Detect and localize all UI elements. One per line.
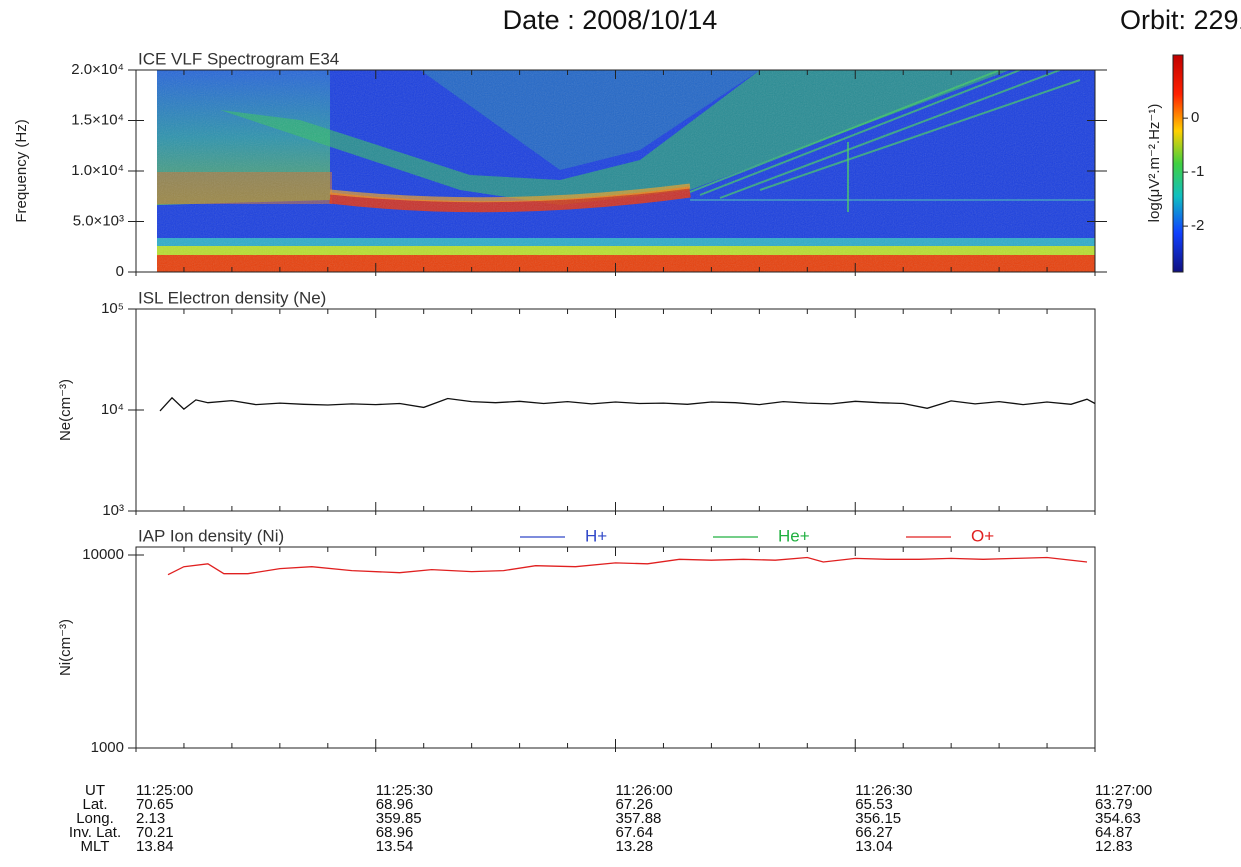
ephemeris-value: 356.15: [855, 810, 901, 827]
ephemeris-value: 357.88: [616, 810, 662, 827]
panel-title: ICE VLF Spectrogram E34: [138, 49, 339, 68]
colorbar: [1172, 54, 1184, 273]
ephemeris-row-label: Long.: [76, 810, 114, 827]
ephemeris-value: 63.79: [1095, 796, 1133, 813]
panel-title: IAP Ion density (Ni): [138, 526, 284, 545]
y-tick-label: 1.5×10⁴: [71, 111, 124, 128]
panel-title: ISL Electron density (Ne): [138, 288, 326, 307]
ephemeris-value: 67.64: [616, 824, 654, 841]
ephemeris-row-label: UT: [85, 782, 105, 799]
ephemeris-value: 13.04: [855, 838, 893, 855]
y-tick-label: 1.0×10⁴: [71, 162, 124, 179]
ephemeris-row-label: Inv. Lat.: [69, 824, 121, 841]
plot-frame: [135, 546, 1096, 749]
ephemeris-value: 64.87: [1095, 824, 1133, 841]
y-tick-label: 0: [116, 263, 124, 280]
legend-label: H+: [585, 526, 607, 545]
ephemeris-row-label: Lat.: [82, 796, 107, 813]
y-tick-label: 5.0×10³: [73, 212, 124, 229]
y-tick-label: 10³: [102, 502, 124, 519]
ephemeris-value: 11:26:30: [855, 782, 912, 799]
orbit: Orbit: 22915_0: [1120, 5, 1241, 35]
y-axis-label: Ni(cm⁻³): [57, 619, 74, 676]
plot-frame: [135, 308, 1096, 512]
ephemeris-value: 11:27:00: [1095, 782, 1152, 799]
colorbar-tick-label: -1: [1191, 163, 1204, 180]
legend-label: He+: [778, 526, 810, 545]
colorbar-label: log(μV².m⁻².Hz⁻¹): [1146, 104, 1163, 223]
ephemeris-value: 70.65: [136, 796, 174, 813]
ephemeris-value: 2.13: [136, 810, 165, 827]
ephemeris-row-label: MLT: [81, 838, 110, 855]
ephemeris-value: 13.84: [136, 838, 174, 855]
ephemeris-value: 13.28: [616, 838, 654, 855]
ephemeris-value: 11:25:00: [136, 782, 193, 799]
y-tick-label: 10⁴: [101, 401, 124, 418]
ephemeris-value: 13.54: [376, 838, 414, 855]
y-axis-label: Ne(cm⁻³): [57, 379, 74, 441]
ephemeris-value: 11:25:30: [376, 782, 433, 799]
ephemeris-value: 65.53: [855, 796, 893, 813]
y-tick-label: 10000: [82, 546, 124, 563]
legend-label: O+: [971, 526, 994, 545]
ephemeris-value: 12.83: [1095, 838, 1133, 855]
spectrogram-image: [157, 70, 1095, 272]
colorbar-tick-label: 0: [1191, 109, 1199, 126]
ephemeris-value: 11:26:00: [616, 782, 673, 799]
ephemeris-value: 359.85: [376, 810, 422, 827]
y-tick-label: 10⁵: [101, 300, 124, 317]
data-line: [159, 396, 1096, 412]
y-tick-label: 1000: [91, 739, 124, 756]
colorbar-tick-label: -2: [1191, 217, 1204, 234]
ephemeris-value: 67.26: [616, 796, 654, 813]
y-axis-label: Frequency (Hz): [13, 119, 30, 222]
date: Date : 2008/10/14: [503, 5, 718, 35]
data-line: [167, 556, 1088, 576]
ephemeris-value: 70.21: [136, 824, 174, 841]
y-tick-label: 2.0×10⁴: [71, 61, 124, 78]
ephemeris-value: 66.27: [855, 824, 893, 841]
ephemeris-value: 354.63: [1095, 810, 1141, 827]
ephemeris-value: 68.96: [376, 824, 414, 841]
ephemeris-value: 68.96: [376, 796, 414, 813]
